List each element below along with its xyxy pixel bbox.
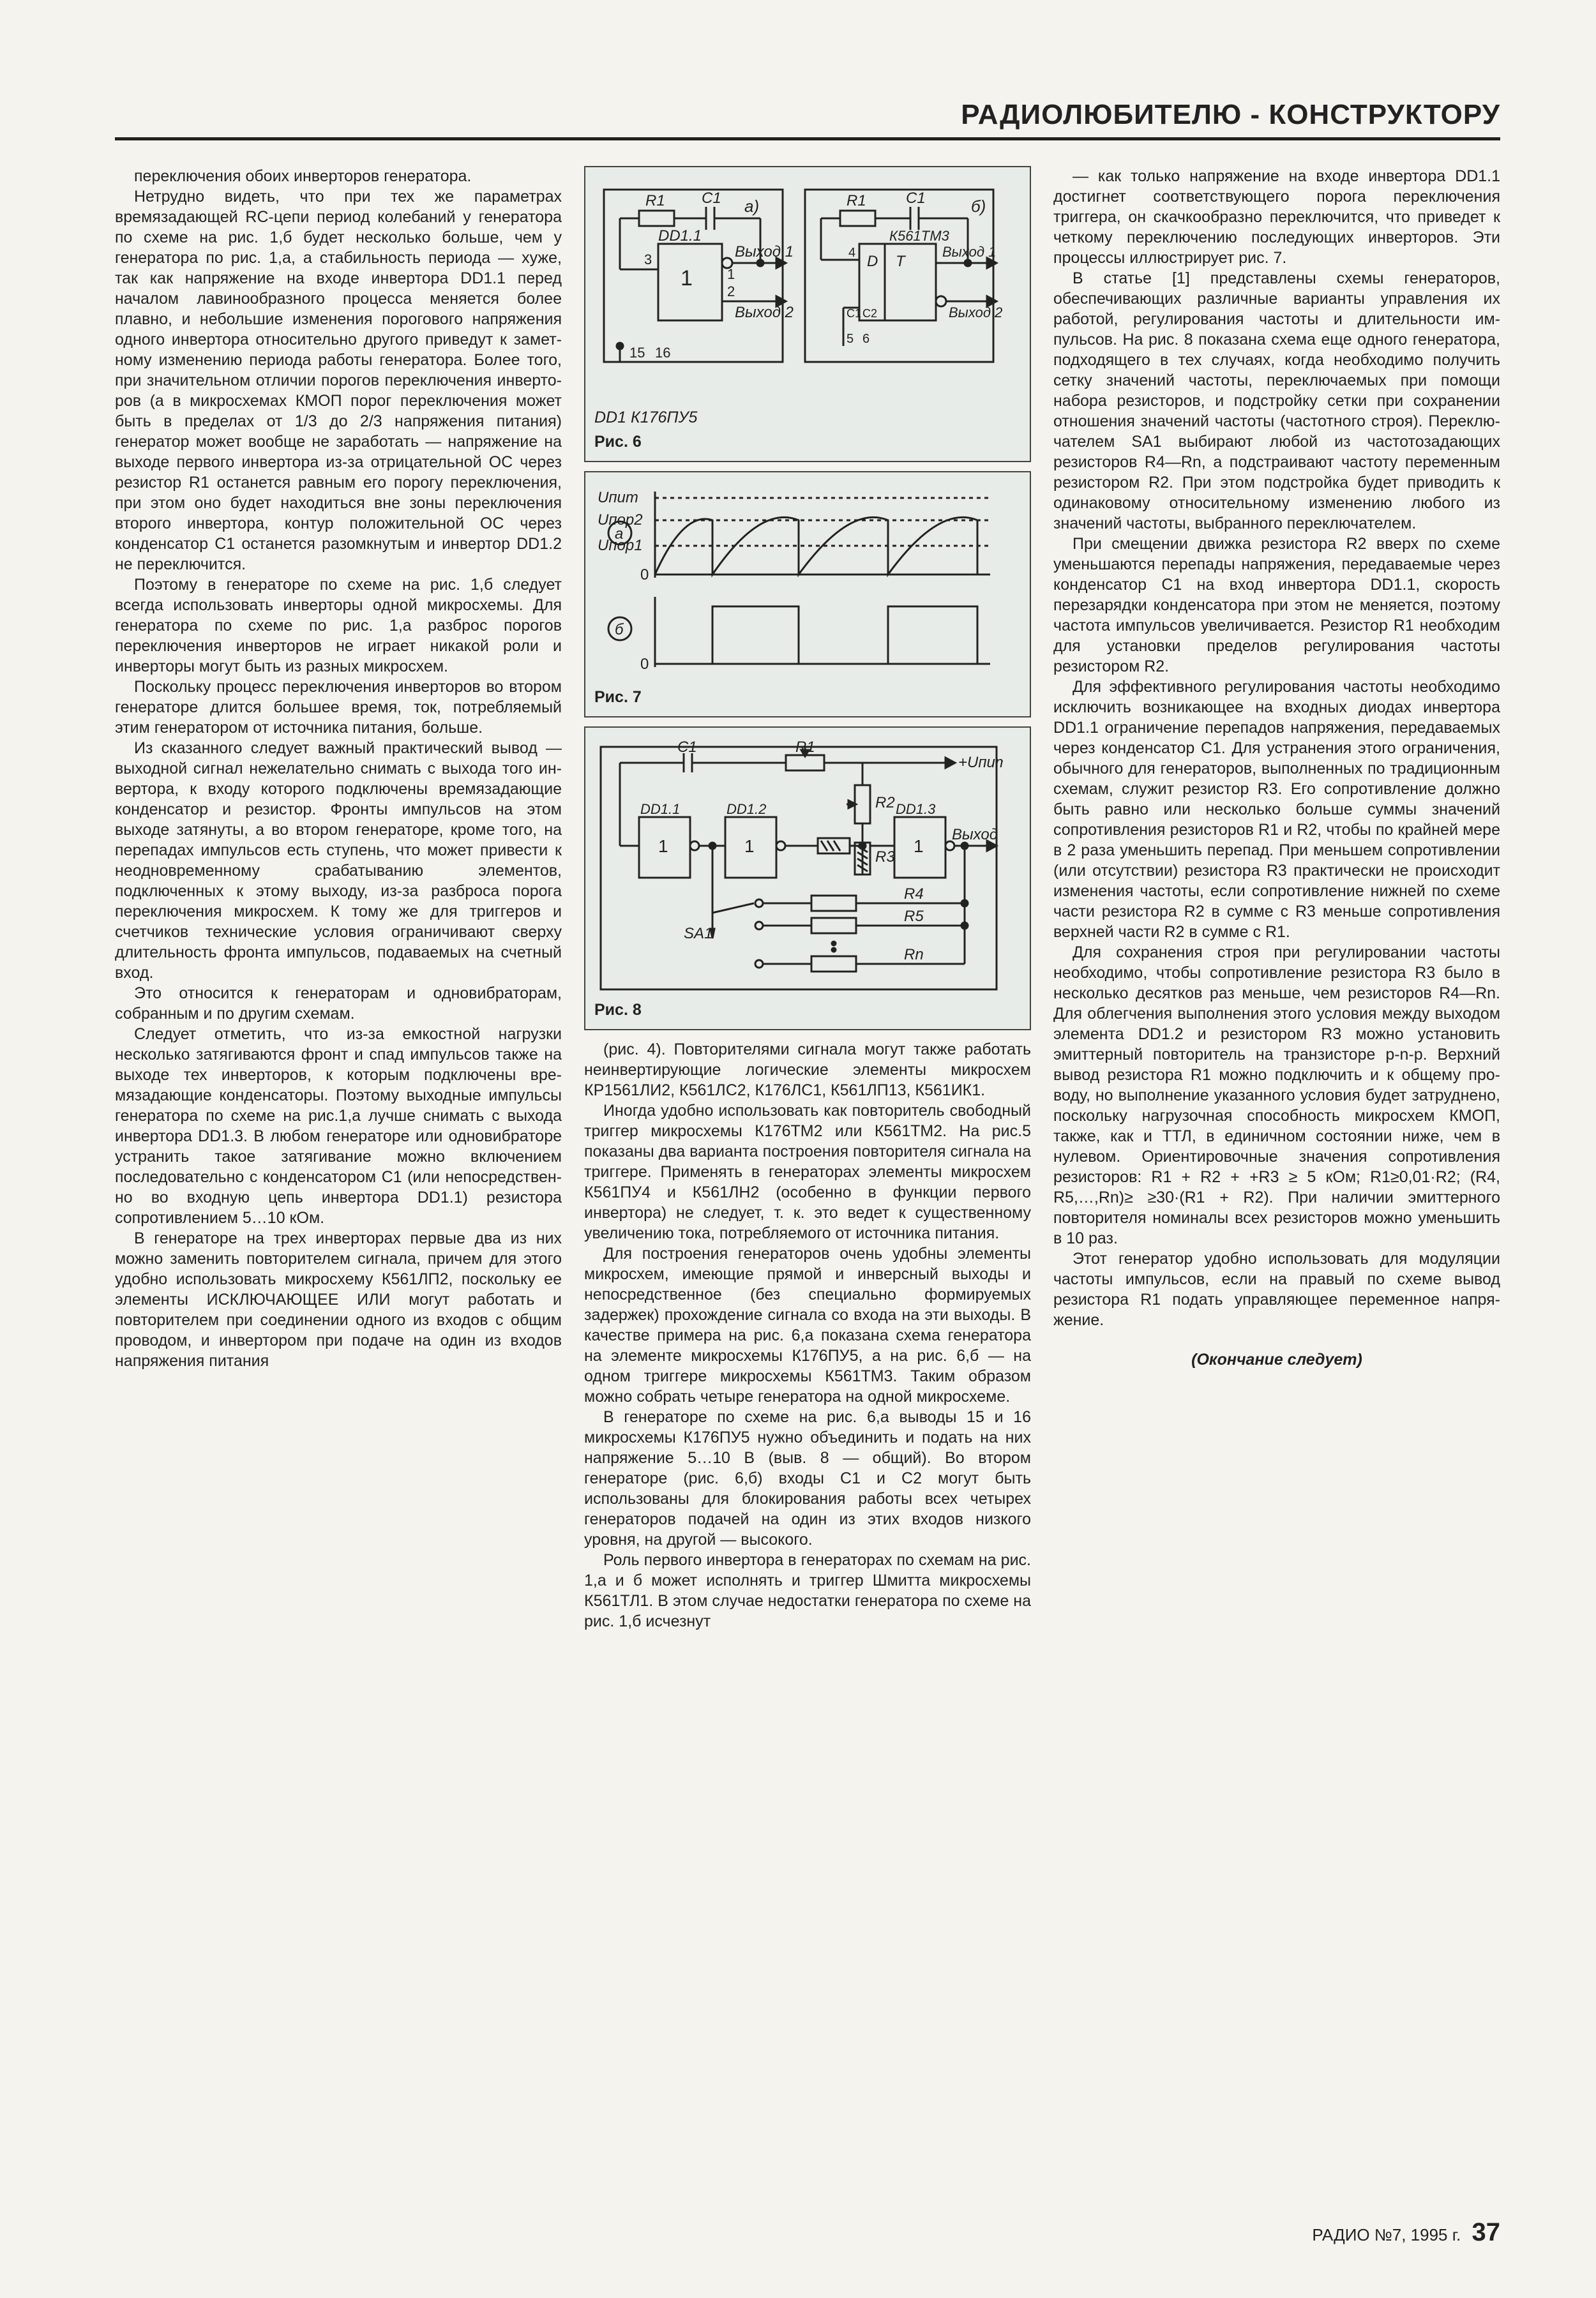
para: В генераторе на трех инверторах пер­вые … [115,1228,562,1371]
svg-text:Uпит: Uпит [598,489,638,506]
svg-text:0: 0 [640,656,649,673]
svg-text:Выход: Выход [952,826,998,843]
schematic-fig8: C1 R1 +Uпит R2 [594,740,1003,996]
column-2: а) R1 C1 1 DD1.1 [584,166,1031,2234]
para: Из сказанного следует важный прак­тическ… [115,738,562,983]
svg-text:R4: R4 [904,885,924,903]
svg-text:C1: C1 [677,740,697,756]
svg-text:DD1.2: DD1.2 [726,801,766,817]
fig6-caption: Рис. 6 [594,432,1021,452]
svg-text:6: 6 [862,332,870,346]
svg-text:Выход 2: Выход 2 [949,304,1002,320]
para: В статье [1] представлены схемы ге­нерат… [1053,268,1500,534]
para: Этот генератор удобно использовать для м… [1053,1249,1500,1330]
header-rule [115,137,1500,140]
figure-8: C1 R1 +Uпит R2 [584,726,1031,1030]
svg-text:R1: R1 [645,192,665,209]
para: — как только напряжение на входе ин­верт… [1053,166,1500,268]
fig6-chip-label: DD1 К176ПУ5 [594,407,1021,428]
svg-text:C2: C2 [862,307,877,320]
svg-text:SA1: SA1 [684,925,712,942]
svg-text:DD1.3: DD1.3 [896,801,936,817]
para: Нетрудно видеть, что при тех же пара­мет… [115,186,562,574]
page-footer: РАДИО №7, 1995 г. 37 [1312,2218,1500,2247]
svg-text:+Uпит: +Uпит [958,754,1003,771]
svg-text:15: 15 [629,345,645,361]
svg-text:DD1.1: DD1.1 [658,227,702,244]
svg-text:1: 1 [681,266,693,290]
column-1: переключения обоих инверторов генера­тор… [115,166,562,2234]
svg-text:Rn: Rn [904,946,924,963]
svg-text:1: 1 [658,836,668,856]
page-number: 37 [1472,2218,1501,2246]
schematic-fig6: а) R1 C1 1 DD1.1 [594,180,1003,403]
svg-text:T: T [896,253,907,270]
para: (рис. 4). Повторителями сигнала могут та… [584,1039,1031,1100]
svg-text:16: 16 [655,345,670,361]
svg-text:C1: C1 [847,307,861,320]
svg-text:1: 1 [744,836,755,856]
svg-text:R3: R3 [875,848,895,866]
svg-text:2: 2 [727,283,735,299]
magazine-ref: РАДИО №7, 1995 г. [1312,2225,1461,2244]
continuation-note: (Окончание следует) [1053,1349,1500,1370]
fig8-caption: Рис. 8 [594,1000,1021,1020]
fig7-caption: Рис. 7 [594,687,1021,707]
figure-6: а) R1 C1 1 DD1.1 [584,166,1031,462]
para: В генераторе по схеме на рис. 6,а вы­вод… [584,1407,1031,1550]
svg-text:1: 1 [727,266,735,282]
svg-text:R2: R2 [875,794,895,811]
para: Для эффективного регулирования час­тоты … [1053,677,1500,942]
schematic-fig7: Uпит Uпор2 Uпор1 0 а б 0 [594,485,1003,683]
para: переключения обоих инверторов генера­тор… [115,166,562,186]
para: Иногда удобно использовать как повто­рит… [584,1100,1031,1243]
svg-text:3: 3 [644,252,652,267]
svg-text:D: D [867,253,878,270]
svg-text:5: 5 [847,332,854,346]
svg-text:б): б) [971,197,986,216]
para: Это относится к генераторам и одно­вибра… [115,983,562,1024]
svg-text:R5: R5 [904,908,924,925]
para: Следует отметить, что из-за емкостной на… [115,1024,562,1228]
para: Для сохранения строя при регулиро­вании … [1053,942,1500,1249]
para: Поэтому в генераторе по схеме на рис. 1,… [115,574,562,677]
fig6-a-label: а) [744,197,759,216]
svg-text:R1: R1 [847,192,866,209]
para: Поскольку процесс переключения инвер­тор… [115,677,562,738]
svg-text:а: а [615,525,623,543]
svg-text:Выход 1: Выход 1 [735,243,794,260]
content-columns: переключения обоих инверторов генера­тор… [115,166,1500,2234]
svg-text:C1: C1 [906,190,926,207]
svg-text:К561ТМ3: К561ТМ3 [889,228,950,244]
svg-text:1: 1 [914,836,924,856]
svg-text:DD1.1: DD1.1 [640,801,680,817]
para: Роль первого инвертора в генераторах по … [584,1550,1031,1632]
svg-text:4: 4 [848,246,855,260]
para: Для построения генераторов очень удобны … [584,1243,1031,1407]
svg-text:Выход 1: Выход 1 [942,244,996,260]
column-3: — как только напряжение на входе ин­верт… [1053,166,1500,2234]
para: При смещении движка резистора R2 вверх п… [1053,534,1500,677]
svg-text:б: б [615,621,624,638]
svg-text:Выход 2: Выход 2 [735,304,794,321]
figure-7: Uпит Uпор2 Uпор1 0 а б 0 [584,471,1031,717]
svg-text:C1: C1 [702,190,721,207]
svg-text:0: 0 [640,566,649,583]
page-header: РАДИОЛЮБИТЕЛЮ - КОНСТРУКТОРУ [115,99,1500,131]
